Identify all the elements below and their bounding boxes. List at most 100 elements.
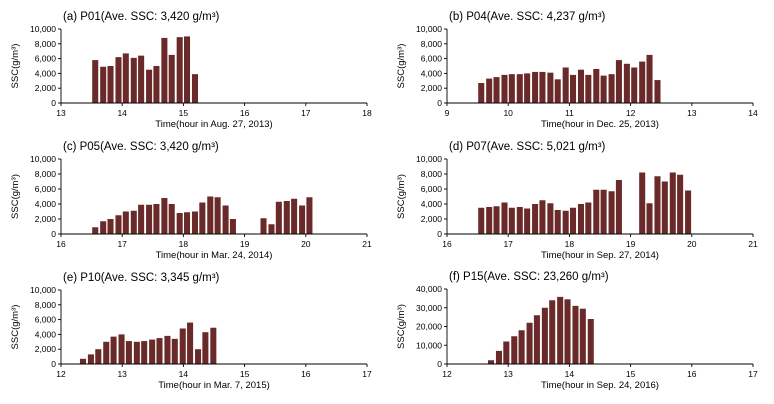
y-tick-label: 6,000 <box>35 54 57 64</box>
x-tick-label: 21 <box>362 239 372 249</box>
y-axis-label: SSC(g/m³) <box>396 44 407 89</box>
x-tick-label: 14 <box>179 369 189 379</box>
y-axis-label: SSC(g/m³) <box>10 174 21 219</box>
bar <box>122 211 129 234</box>
x-tick-label: 17 <box>748 369 758 379</box>
y-tick-label: 2,000 <box>35 83 57 93</box>
bar <box>229 219 236 234</box>
bar <box>187 322 194 364</box>
bar <box>579 308 586 364</box>
bar <box>478 207 485 234</box>
x-tick-label: 13 <box>687 108 697 118</box>
bar <box>493 77 500 103</box>
bar <box>92 227 99 234</box>
bar <box>161 198 168 234</box>
bar <box>118 334 125 364</box>
y-tick-label: 10,000 <box>416 24 442 34</box>
panel-d: (d) P07(Ave. SSC: 5,021 g/m³) 0 2,000 4,000… <box>396 141 758 261</box>
bar <box>541 307 548 364</box>
x-tick-label: 16 <box>56 239 66 249</box>
x-tick-label: 17 <box>301 108 311 118</box>
x-tick-label: 17 <box>503 239 513 249</box>
bar <box>577 204 585 234</box>
x-tick-label: 13 <box>56 108 66 118</box>
bar <box>593 68 600 103</box>
chart-title: (c) P05(Ave. SSC: 3,420 g/m³) <box>63 141 219 153</box>
bar <box>585 74 592 103</box>
y-tick-label: 0 <box>51 98 56 108</box>
x-tick-label: 11 <box>565 108 574 118</box>
bar <box>138 55 145 103</box>
y-tick-label: 4,000 <box>35 199 57 209</box>
bar <box>179 328 186 364</box>
y-tick-label: 8,000 <box>35 169 57 179</box>
bar <box>291 198 298 234</box>
x-tick-label: 15 <box>626 369 636 379</box>
bar <box>176 213 183 234</box>
x-tick-label: 20 <box>301 239 311 249</box>
y-tick-label: 4,000 <box>421 68 443 78</box>
x-axis-label: Time(hour in Mar. 7, 2015) <box>158 380 270 391</box>
bar <box>214 197 221 234</box>
bar <box>299 205 306 234</box>
bar <box>122 53 129 103</box>
y-axis-label: SSC(g/m³) <box>396 304 407 349</box>
bar <box>646 203 653 234</box>
bar <box>164 335 171 364</box>
bar <box>503 341 510 364</box>
bar <box>487 360 495 364</box>
x-tick-label: 12 <box>56 369 66 379</box>
bar <box>570 207 577 234</box>
bar <box>608 191 615 234</box>
bar <box>593 189 600 234</box>
bar <box>486 207 493 234</box>
y-tick-label: 8,000 <box>421 169 443 179</box>
bar <box>176 37 183 103</box>
bar <box>677 174 684 234</box>
bar <box>107 66 114 103</box>
bar <box>587 319 594 364</box>
bar <box>133 341 140 364</box>
bar <box>199 202 206 234</box>
bar <box>156 338 163 364</box>
bar <box>207 196 214 234</box>
y-axis-label: SSC(g/m³) <box>10 305 21 350</box>
bar <box>130 210 137 234</box>
bar <box>110 336 117 364</box>
bar <box>79 358 87 364</box>
bar <box>533 315 540 364</box>
x-axis-label: Time(hour in Sep. 24, 2016) <box>541 380 659 391</box>
bar <box>103 341 110 364</box>
bar <box>153 204 160 234</box>
x-tick-label: 15 <box>240 369 250 379</box>
bar <box>115 57 122 103</box>
y-tick-label: 10,000 <box>30 24 56 34</box>
bar <box>168 54 175 103</box>
bar <box>95 349 102 364</box>
x-tick-label: 10 <box>503 108 513 118</box>
x-axis-label: Time(hour in Sep. 27, 2014) <box>541 250 659 261</box>
bar <box>146 204 153 234</box>
x-tick-label: 19 <box>626 239 636 249</box>
y-tick-label: 4,000 <box>35 68 57 78</box>
x-tick-label: 14 <box>565 369 575 379</box>
bar <box>501 202 508 234</box>
y-tick-label: 20,000 <box>416 322 442 332</box>
bar <box>570 74 577 103</box>
y-tick-label: 8,000 <box>421 39 443 49</box>
bar <box>631 67 638 103</box>
bar <box>508 207 515 234</box>
x-tick-label: 18 <box>362 108 372 118</box>
x-tick-label: 16 <box>301 369 311 379</box>
y-tick-label: 10,000 <box>416 154 442 164</box>
y-tick-label: 8,000 <box>35 300 57 310</box>
bar <box>654 80 661 103</box>
bar <box>639 172 646 234</box>
x-tick-label: 17 <box>362 369 372 379</box>
y-tick-label: 2,000 <box>421 83 443 93</box>
x-tick-label: 21 <box>748 239 758 249</box>
bar <box>585 202 592 234</box>
x-tick-label: 20 <box>687 239 697 249</box>
y-tick-label: 6,000 <box>421 184 443 194</box>
bar <box>562 67 569 103</box>
